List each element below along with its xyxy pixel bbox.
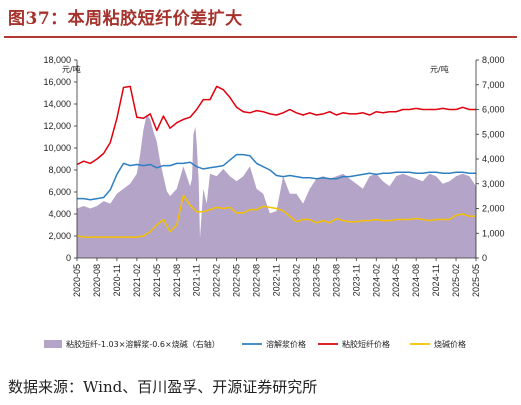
- y-left-tick-label: 14,000: [43, 99, 71, 109]
- legend-label-soda: 烧碱价格: [434, 339, 466, 349]
- x-tick-label: 2023-08: [331, 264, 341, 297]
- y-right-tick-label: 2,000: [482, 204, 505, 214]
- price-lines-layer: [76, 85, 476, 238]
- y-left-tick-label: 12,000: [43, 121, 71, 131]
- data-source-note: 数据来源：Wind、百川盈孚、开源证券研究所: [8, 378, 318, 396]
- soda-price-line: [76, 194, 476, 238]
- x-tick-label: 2025-02: [451, 264, 461, 297]
- x-tick-label: 2022-08: [252, 264, 262, 297]
- legend: 粘胶短纤-1.03×溶解浆-0.6×烧碱（右轴） 溶解浆价格 粘胶短纤价格 烧碱…: [44, 339, 466, 349]
- x-tick-label: 2023-11: [351, 264, 361, 296]
- right-unit-label: 元/吨: [430, 64, 449, 74]
- y-right-tick-label: 5,000: [482, 129, 505, 139]
- y-left-tick-label: 6,000: [48, 187, 71, 197]
- legend-label-pulp: 溶解浆价格: [266, 339, 306, 349]
- legend-label-spread: 粘胶短纤-1.03×溶解浆-0.6×烧碱（右轴）: [66, 339, 220, 349]
- x-tick-label: 2021-08: [172, 264, 182, 297]
- title-divider: [4, 36, 517, 38]
- y-left-tick-label: 10,000: [43, 143, 71, 153]
- y-right-tick-label: 0: [482, 253, 487, 263]
- x-tick-label: 2023-02: [291, 264, 301, 297]
- y-right-tick-labels: 0 1,000 2,000 3,000 4,000 5,000 6,000 7,000 8,00…: [476, 55, 505, 263]
- x-tick-label: 2023-05: [311, 264, 321, 297]
- y-right-tick-label: 7,000: [482, 80, 505, 90]
- x-tick-label: 2020-08: [92, 264, 102, 297]
- x-tick-label: 2021-05: [152, 264, 162, 297]
- chart-title: 图37：本周粘胶短纤价差扩大: [8, 9, 243, 29]
- chart-svg: 0 2,000 4,000 6,000 8,000 10,000 12,000 14,000 1…: [43, 55, 505, 349]
- y-right-tick-label: 4,000: [482, 154, 505, 164]
- legend-swatch-spread: [44, 340, 62, 348]
- y-left-tick-label: 18,000: [43, 55, 71, 65]
- left-unit-label: 元/吨: [62, 64, 81, 74]
- y-right-tick-label: 3,000: [482, 179, 505, 189]
- x-tick-label: 2021-11: [192, 264, 202, 296]
- x-tick-label: 2024-02: [371, 264, 381, 297]
- x-tick-label: 2022-05: [232, 264, 242, 297]
- pulp-price-line: [77, 153, 476, 201]
- y-right-tick-label: 6,000: [482, 105, 505, 115]
- y-left-tick-labels: 0 2,000 4,000 6,000 8,000 10,000 12,000 14,000 1…: [43, 55, 77, 263]
- x-tick-label: 2020-05: [72, 264, 82, 297]
- x-tick-label: 2022-11: [272, 264, 282, 296]
- x-tick-label: 2022-02: [212, 264, 222, 297]
- x-tick-label: 2025-05: [471, 264, 481, 297]
- y-left-tick-label: 0: [66, 253, 71, 263]
- legend-label-vsf: 粘胶短纤价格: [342, 339, 390, 349]
- y-right-tick-label: 8,000: [482, 55, 505, 65]
- y-left-tick-label: 4,000: [48, 209, 71, 219]
- x-tick-label: 2024-11: [431, 264, 441, 296]
- vsf-price-line: [76, 85, 476, 166]
- x-tick-label: 2021-02: [132, 264, 142, 297]
- y-left-tick-label: 2,000: [48, 231, 71, 241]
- x-tick-label: 2024-05: [391, 264, 401, 297]
- x-tick-label: 2024-08: [411, 264, 421, 297]
- y-left-tick-label: 16,000: [43, 77, 71, 87]
- x-tick-labels: 2020-05 2020-08 2020-11 2021-02 2021-05 2021-…: [72, 258, 481, 297]
- x-tick-label: 2020-11: [112, 264, 122, 296]
- y-left-tick-label: 8,000: [48, 165, 71, 175]
- y-right-tick-label: 1,000: [482, 228, 505, 238]
